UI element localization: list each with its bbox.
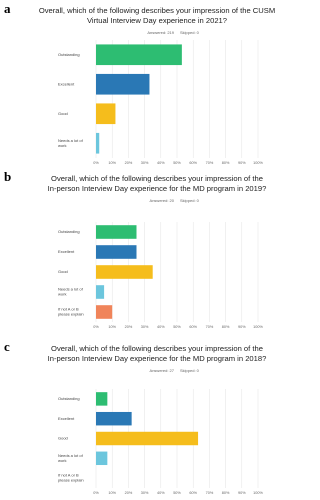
category-label: Needs a lot of work [58,453,84,463]
x-tick-label: 90% [238,491,246,495]
x-tick-label: 100% [253,491,263,495]
x-tick-label: 30% [141,161,149,165]
bar [96,265,153,279]
bar [96,451,108,466]
x-tick-label: 80% [222,161,230,165]
answered-count: Answered: 20 [150,198,175,203]
x-tick-label: 50% [173,491,181,495]
figure: a Overall, which of the following describ… [4,1,275,495]
x-tick-label: 60% [189,491,197,495]
x-tick-label: 0% [93,491,99,495]
bar [96,411,132,426]
skipped-count: Skipped: 0 [180,30,200,35]
chart-title: In-person Interview Day experience for t… [48,184,267,193]
x-tick-label: 20% [125,491,133,495]
x-tick-label: 90% [238,325,246,329]
x-tick-label: 20% [125,161,133,165]
x-tick-label: 50% [173,325,181,329]
x-tick-label: 0% [93,325,99,329]
category-label: Outstanding [58,229,80,234]
chart-title: In-person Interview Day experience for t… [48,354,267,363]
category-label: Good [58,436,68,441]
chart-title: Virtual Interview Day experience in 2021… [87,16,227,25]
x-tick-label: 100% [253,325,263,329]
category-label: Excellent [58,416,75,421]
x-tick-label: 60% [189,325,197,329]
skipped-count: Skipped: 0 [180,198,200,203]
bar [96,305,113,319]
chart-title: Overall, which of the following describe… [39,6,275,15]
category-label: Outstanding [58,396,80,401]
bar [96,225,137,239]
panel-letter: b [4,169,11,184]
panel-letter: a [4,1,11,16]
x-tick-label: 0% [93,161,99,165]
bar [96,245,137,259]
x-tick-label: 50% [173,161,181,165]
x-tick-label: 70% [206,161,214,165]
x-tick-label: 100% [253,161,263,165]
x-tick-label: 40% [157,161,165,165]
x-tick-label: 10% [108,325,116,329]
category-label: Good [58,111,68,116]
x-tick-label: 70% [206,325,214,329]
chart-title: Overall, which of the following describe… [51,344,263,353]
category-label: Needs a lot of work [58,287,84,297]
x-tick-label: 80% [222,325,230,329]
x-tick-label: 20% [125,325,133,329]
category-label: Outstanding [58,52,80,57]
skipped-count: Skipped: 0 [180,368,200,373]
bar [96,73,150,95]
bar [96,285,105,299]
x-tick-label: 40% [157,325,165,329]
x-tick-label: 80% [222,491,230,495]
x-tick-label: 10% [108,491,116,495]
category-label: Good [58,269,68,274]
category-label: Excellent [58,81,75,86]
answered-count: Answered: 219 [147,30,174,35]
x-tick-label: 10% [108,161,116,165]
x-tick-label: 30% [141,491,149,495]
bar [96,103,116,125]
x-tick-label: 70% [206,491,214,495]
panel-letter: c [4,339,10,354]
bar [96,44,182,66]
x-tick-label: 30% [141,325,149,329]
bar [96,392,108,406]
x-tick-label: 60% [189,161,197,165]
category-label: Needs a lot of work [58,138,84,148]
x-tick-label: 40% [157,491,165,495]
bar [96,431,199,446]
bar [96,132,100,154]
x-tick-label: 90% [238,161,246,165]
answered-count: Answered: 27 [150,368,175,373]
chart-title: Overall, which of the following describe… [51,174,263,183]
category-label: Excellent [58,249,75,254]
